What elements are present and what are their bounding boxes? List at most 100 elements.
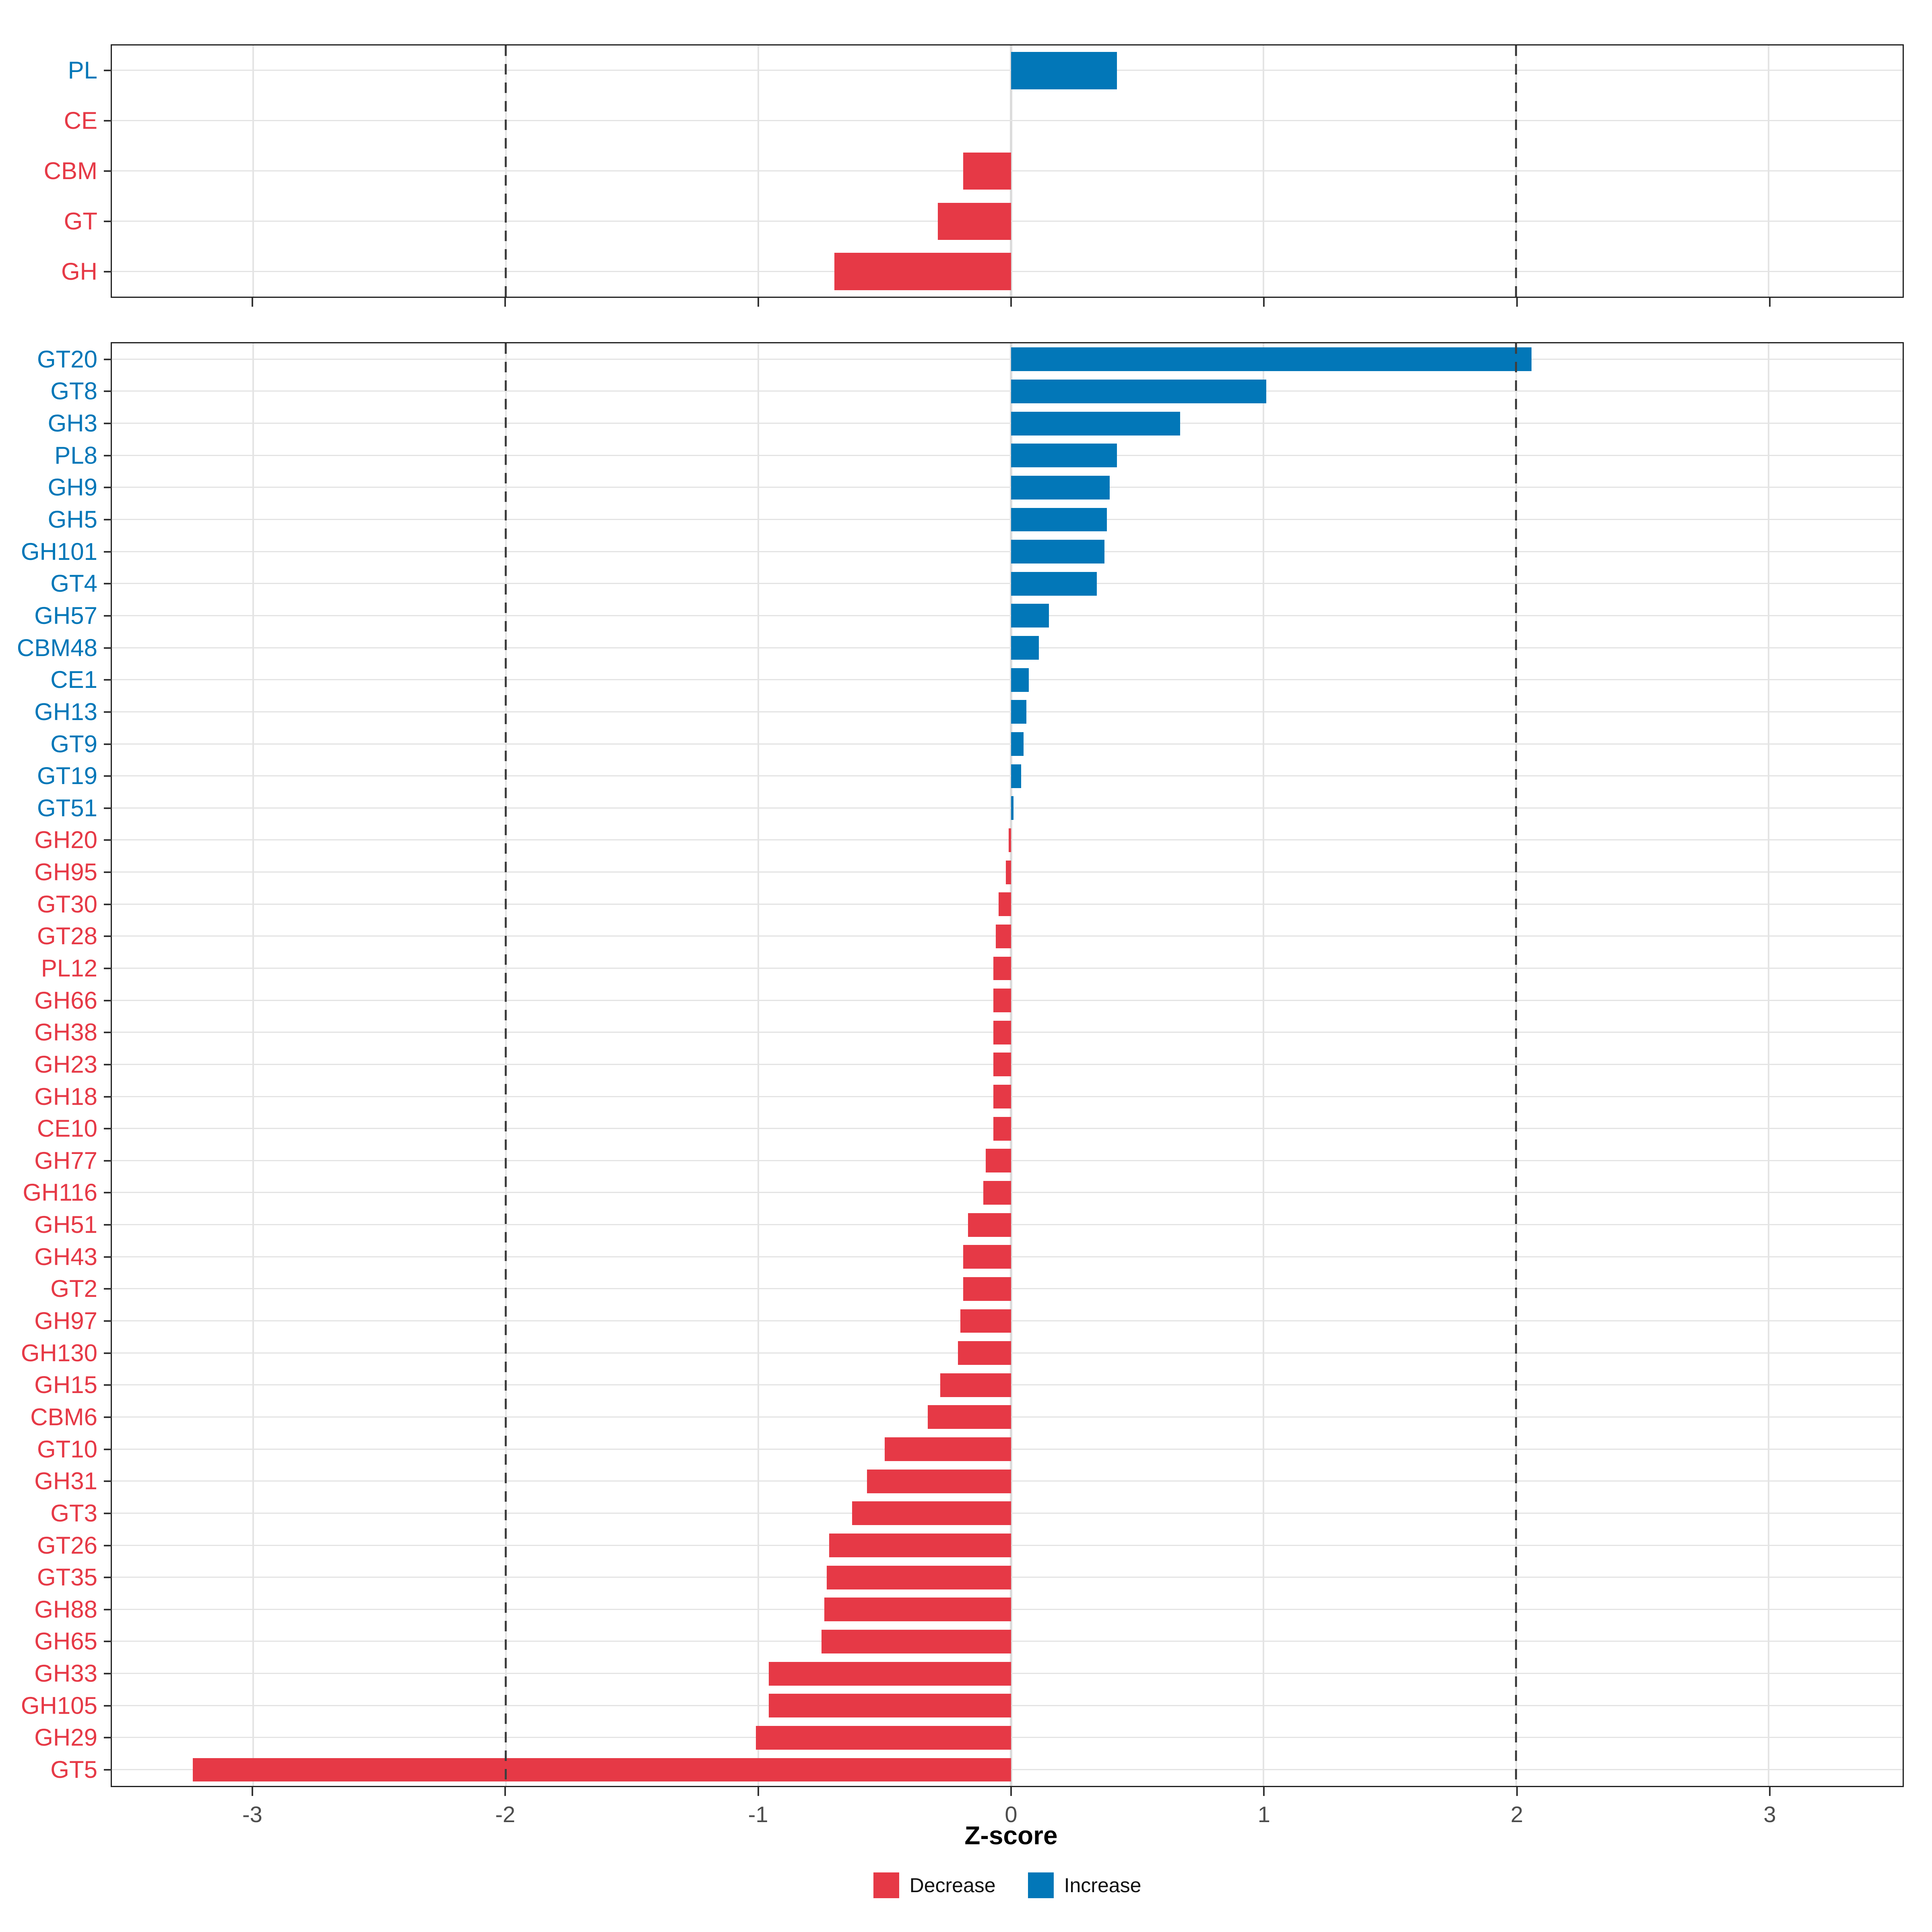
row-label: GH88 xyxy=(34,1596,97,1623)
bar-row: GH3 xyxy=(48,407,1903,440)
bar-row: GT4 xyxy=(50,568,1903,600)
bar-row: PL xyxy=(68,45,1903,96)
bar-row: GH xyxy=(61,246,1903,297)
x-axis-tick xyxy=(251,298,253,307)
y-axis-tick xyxy=(104,1416,112,1418)
y-axis-tick xyxy=(104,775,112,777)
row-label: GH13 xyxy=(34,698,97,725)
bar xyxy=(1011,636,1039,660)
y-axis-tick xyxy=(104,1769,112,1771)
family-panel: GT20 GT8 GH3 PL8 GH9 GH5 GH101 GT4 GH57 CBM48 CE1 G… xyxy=(17,342,1904,1787)
bar xyxy=(1011,444,1117,468)
y-axis-tick xyxy=(104,270,112,272)
bar-row: GH43 xyxy=(34,1241,1903,1273)
row-label: GH5 xyxy=(47,506,97,533)
bar-row: GT35 xyxy=(37,1561,1903,1593)
horizontal-gridline xyxy=(112,70,1903,71)
bar xyxy=(986,1149,1011,1173)
horizontal-gridline xyxy=(112,454,1903,456)
increase-swatch xyxy=(1028,1872,1054,1898)
bar xyxy=(993,989,1011,1013)
row-label: GT5 xyxy=(50,1756,97,1783)
bar xyxy=(768,1694,1011,1718)
row-label: CE xyxy=(64,107,97,134)
bar xyxy=(824,1598,1011,1622)
bar xyxy=(983,1181,1011,1205)
y-axis-tick xyxy=(104,1063,112,1065)
bar xyxy=(963,1245,1011,1269)
horizontal-gridline xyxy=(112,551,1903,552)
bar xyxy=(1011,700,1026,724)
bar-row: PL8 xyxy=(54,440,1903,472)
bar xyxy=(963,1277,1011,1301)
horizontal-gridline xyxy=(112,647,1903,648)
bar xyxy=(996,924,1011,948)
y-axis-tick xyxy=(104,551,112,553)
x-axis-tick xyxy=(1010,1787,1012,1796)
row-label: GH77 xyxy=(34,1147,97,1174)
bar-row: PL12 xyxy=(41,952,1903,985)
y-axis-tick xyxy=(104,1256,112,1258)
bar-row: GH20 xyxy=(34,824,1903,857)
y-axis-tick xyxy=(104,679,112,681)
bar xyxy=(756,1726,1011,1750)
y-axis-tick xyxy=(104,1673,112,1675)
horizontal-gridline xyxy=(112,120,1903,122)
row-label: PL8 xyxy=(54,442,97,469)
bar-row: GT19 xyxy=(37,760,1903,792)
bar-row: GH105 xyxy=(21,1690,1903,1722)
y-axis-tick xyxy=(104,903,112,905)
x-axis-tick xyxy=(1769,1787,1771,1796)
bar xyxy=(993,1053,1011,1077)
x-axis-tick-label: -1 xyxy=(748,1802,768,1827)
horizontal-gridline xyxy=(112,807,1903,809)
bar xyxy=(927,1405,1011,1429)
bar xyxy=(993,1020,1011,1044)
row-label: CE1 xyxy=(50,666,97,694)
dashed-reference-line xyxy=(505,343,507,1786)
y-axis-tick xyxy=(104,220,112,222)
row-label: GT19 xyxy=(37,762,97,790)
bar-row: CE10 xyxy=(37,1113,1903,1145)
bar xyxy=(826,1565,1011,1589)
bar-row: GH29 xyxy=(34,1722,1903,1754)
horizontal-gridline xyxy=(112,679,1903,681)
row-label: GH116 xyxy=(23,1179,97,1206)
row-label: GH101 xyxy=(21,538,97,565)
bar-row: GH65 xyxy=(34,1626,1903,1658)
y-axis-tick xyxy=(104,1641,112,1643)
x-axis-tick-label: 1 xyxy=(1257,1802,1270,1827)
decrease-swatch xyxy=(873,1872,899,1898)
x-axis-tick xyxy=(1769,298,1771,307)
bar-row: GH38 xyxy=(34,1016,1903,1049)
bar xyxy=(1011,764,1021,788)
y-axis-tick xyxy=(104,711,112,713)
row-label: GH43 xyxy=(34,1243,97,1270)
horizontal-gridline xyxy=(112,423,1903,424)
y-axis-tick xyxy=(104,170,112,172)
x-axis-tick xyxy=(1263,1787,1265,1796)
row-label: CBM48 xyxy=(17,634,97,661)
horizontal-gridline xyxy=(112,743,1903,745)
x-axis-tick xyxy=(251,1787,253,1796)
bar-row: GH33 xyxy=(34,1657,1903,1690)
bar xyxy=(1006,860,1011,884)
bar-row: GH15 xyxy=(34,1369,1903,1402)
y-axis-tick xyxy=(104,1032,112,1034)
row-label: GH57 xyxy=(34,602,97,629)
y-axis-tick xyxy=(104,1160,112,1162)
row-label: GT8 xyxy=(50,378,97,405)
y-axis-tick xyxy=(104,615,112,617)
bar-row: GT3 xyxy=(50,1497,1903,1530)
y-axis-tick xyxy=(104,519,112,521)
row-label: GH65 xyxy=(34,1628,97,1655)
bar-row: GH88 xyxy=(34,1593,1903,1626)
bar xyxy=(1011,572,1097,596)
x-axis-tick-label: 0 xyxy=(1005,1802,1018,1827)
bar-row: GH95 xyxy=(34,856,1903,888)
y-axis-tick xyxy=(104,647,112,649)
bar xyxy=(968,1213,1011,1237)
bar xyxy=(1011,732,1024,756)
bar-row: GH51 xyxy=(34,1209,1903,1241)
